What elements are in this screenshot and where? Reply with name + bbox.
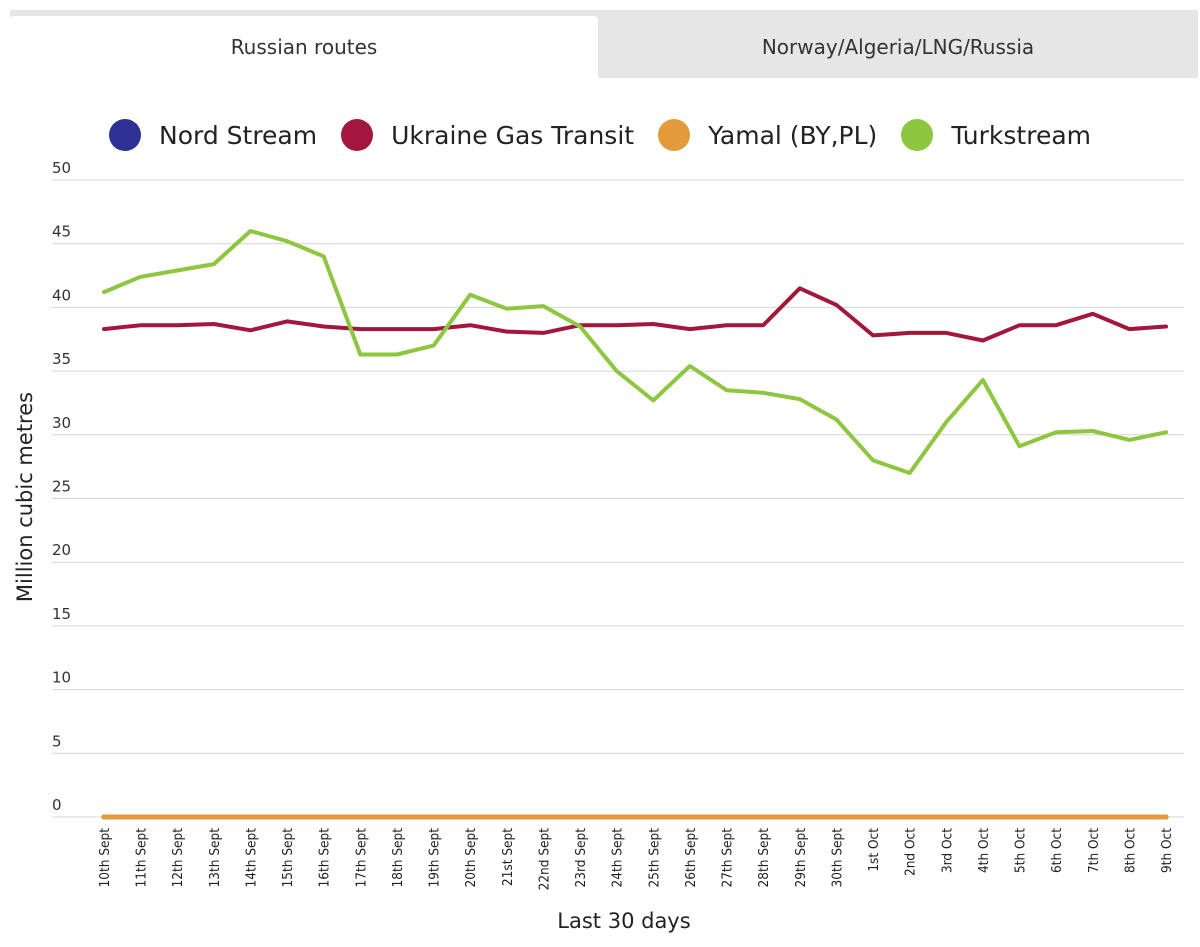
y-tick-label: 25 [52, 478, 71, 496]
x-tick-label: 26th Sept [683, 828, 699, 888]
x-tick-label: 25th Sept [646, 828, 662, 888]
x-tick-label: 8th Oct [1122, 828, 1138, 873]
x-tick-label: 5th Oct [1013, 828, 1029, 873]
series-line-turkstream [104, 231, 1166, 473]
x-tick-label: 24th Sept [610, 828, 626, 888]
x-tick-label: 17th Sept [353, 828, 369, 888]
x-tick-label: 11th Sept [134, 828, 150, 888]
y-tick-label: 15 [52, 605, 71, 623]
x-tick-label: 16th Sept [317, 828, 333, 888]
y-tick-label: 20 [52, 541, 71, 559]
series-lines [104, 231, 1166, 817]
x-tick-label: 9th Oct [1159, 828, 1175, 873]
y-tick-label: 50 [52, 159, 71, 177]
x-tick-label: 18th Sept [390, 828, 406, 888]
x-tick-label: 28th Sept [756, 828, 772, 888]
x-axis-ticks: 10th Sept 11th Sept 12th Sept 13th Sept 14th… [97, 828, 1175, 891]
x-tick-label: 10th Sept [97, 828, 113, 888]
y-tick-label: 10 [52, 669, 71, 687]
y-tick-label: 5 [52, 732, 62, 750]
x-tick-label: 2nd Oct [903, 828, 919, 876]
x-tick-label: 21st Sept [500, 828, 516, 886]
x-tick-label: 27th Sept [720, 828, 736, 888]
gridlines [52, 180, 1184, 817]
series-line-ukraine-gas-transit [104, 288, 1166, 340]
x-tick-label: 20th Sept [463, 828, 479, 888]
x-tick-label: 1st Oct [866, 828, 882, 872]
x-tick-label: 7th Oct [1086, 828, 1102, 873]
x-tick-label: 29th Sept [793, 828, 809, 888]
y-tick-label: 45 [52, 223, 71, 241]
y-axis-title: Million cubic metres [13, 392, 37, 602]
x-tick-label: 23rd Sept [573, 828, 589, 888]
x-tick-label: 14th Sept [243, 828, 259, 888]
x-axis-title: Last 30 days [557, 909, 690, 933]
y-tick-label: 35 [52, 350, 71, 368]
y-tick-label: 30 [52, 414, 71, 432]
x-tick-label: 22nd Sept [536, 828, 552, 891]
x-tick-label: 30th Sept [829, 828, 845, 888]
x-tick-label: 6th Oct [1049, 828, 1065, 873]
x-tick-label: 13th Sept [207, 828, 223, 888]
y-axis-ticks: 0 5 10 15 20 25 30 35 40 45 50 [52, 159, 71, 814]
y-tick-label: 0 [52, 796, 62, 814]
x-tick-label: 3rd Oct [939, 828, 955, 873]
y-tick-label: 40 [52, 286, 71, 304]
x-tick-label: 19th Sept [427, 828, 443, 888]
x-tick-label: 15th Sept [280, 828, 296, 888]
x-tick-label: 4th Oct [976, 828, 992, 873]
x-tick-label: 12th Sept [170, 828, 186, 888]
